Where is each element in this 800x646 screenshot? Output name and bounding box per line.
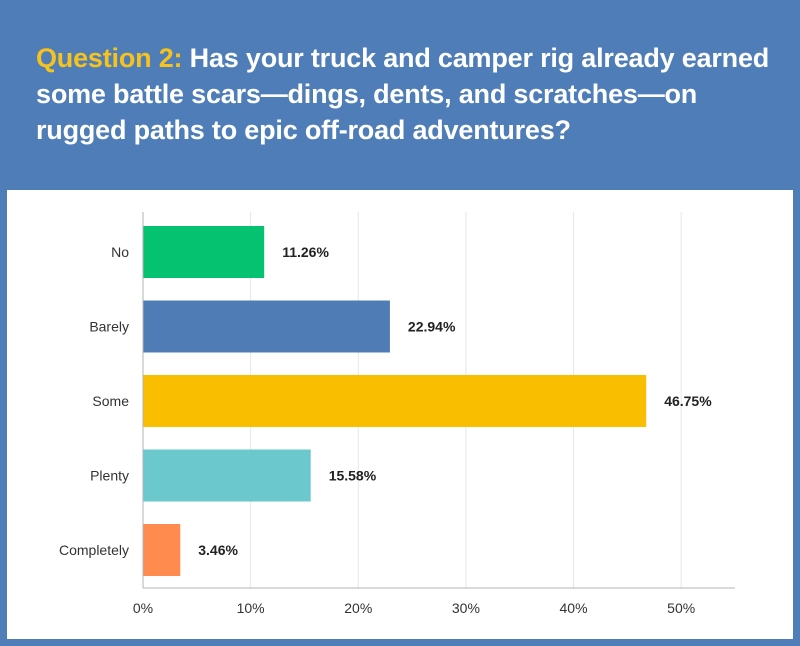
question-text: Has your truck and camper rig already ea… (36, 43, 770, 145)
header-banner: Question 2: Has your truck and camper ri… (0, 0, 800, 190)
x-tick-label: 20% (344, 600, 372, 616)
labels: 0% 10% 20% 30% 40% 50% No 11.26% Barely 22.94% Som… (59, 244, 712, 616)
value-label: 46.75% (664, 393, 712, 409)
question-heading: Question 2: Has your truck and camper ri… (36, 40, 776, 148)
value-label: 15.58% (329, 468, 377, 484)
value-label: 11.26% (282, 244, 329, 260)
x-tick-label: 40% (560, 600, 588, 616)
bar-chart: 0% 10% 20% 30% 40% 50% No 11.26% Barely 22.94% Som… (59, 212, 735, 616)
question-number: Question 2: (36, 43, 183, 73)
bar (143, 449, 311, 502)
x-tick-label: 10% (237, 600, 265, 616)
axes (142, 212, 735, 589)
bar (143, 524, 181, 576)
bar (143, 226, 265, 278)
bars (143, 226, 647, 576)
bar (143, 375, 647, 427)
x-tick-label: 30% (452, 600, 480, 616)
category-label: Completely (59, 542, 129, 558)
value-label: 3.46% (198, 542, 238, 558)
x-tick-label: 50% (667, 600, 695, 616)
chart-panel: 0% 10% 20% 30% 40% 50% No 11.26% Barely 22.94% Som… (7, 190, 793, 639)
category-label: Some (92, 393, 129, 409)
category-label: Plenty (90, 468, 129, 484)
value-label: 22.94% (408, 319, 456, 335)
category-label: No (111, 244, 129, 260)
category-label: Barely (89, 319, 129, 335)
bar (143, 300, 390, 353)
x-tick-label: 0% (133, 600, 153, 616)
